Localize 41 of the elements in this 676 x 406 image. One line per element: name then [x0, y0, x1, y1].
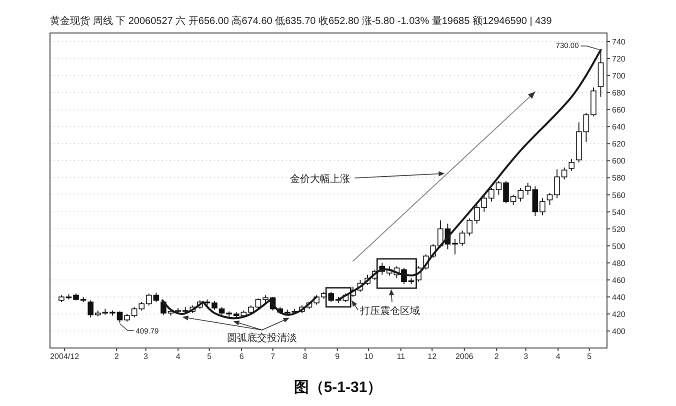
y-tick-label: 480 [612, 258, 626, 268]
y-tick-label: 660 [612, 106, 626, 115]
y-tick-label: 460 [612, 276, 626, 285]
x-tick-label: 4 [556, 352, 561, 361]
x-tick-label: 11 [396, 352, 406, 361]
x-tick-label: 2004/12 [50, 352, 80, 361]
candlestick [568, 158, 574, 172]
y-tick-label: 680 [612, 88, 626, 98]
x-tick-label: 3 [144, 352, 149, 361]
x-tick-label: 12 [428, 352, 438, 361]
y-tick-label: 700 [612, 72, 626, 81]
y-tick-label: 560 [612, 190, 626, 200]
x-tick-label: 5 [587, 352, 592, 361]
y-tick-label: 640 [612, 122, 626, 132]
x-tick-label: 7 [270, 352, 276, 361]
x-tick-label: 4 [176, 352, 181, 361]
chart-subtitle: 黄金现货 周线 下 20060527 六 开656.00 高674.60 低635.70 收652.80 涨-5.80 -1.03% 量19685 额12946590 | 439 [50, 15, 552, 27]
annotation: 金价大幅上涨 [290, 173, 350, 185]
y-tick-label: 440 [612, 292, 626, 302]
y-tick-label: 580 [612, 174, 626, 183]
x-tick-label: 10 [364, 352, 374, 361]
x-tick-label: 6 [239, 352, 244, 361]
x-tick-label: 2006 [455, 352, 474, 361]
y-tick-label: 720 [612, 54, 626, 64]
y-tick-label: 400 [612, 326, 626, 336]
annotation: 打压震仓区域 [359, 305, 420, 317]
x-tick-label: 2 [114, 352, 120, 361]
x-tick-label: 8 [302, 352, 308, 361]
y-tick-label: 740 [612, 38, 626, 47]
text: 图（5-1-31） [294, 379, 382, 396]
y-tick-label: 520 [612, 224, 626, 234]
y-tick-label: 420 [612, 310, 626, 319]
y-tick-label: 620 [612, 140, 626, 149]
y-tick-label: 600 [612, 156, 626, 166]
x-tick-label: 5 [207, 352, 212, 361]
x-tick-label: 3 [524, 352, 529, 361]
y-tick-label: 540 [612, 208, 626, 217]
annotation: 圆弧底交投清淡 [227, 332, 297, 344]
y-tick-label: 500 [612, 242, 626, 251]
x-tick-label: 2 [494, 352, 500, 361]
x-tick-label: 9 [335, 352, 340, 361]
